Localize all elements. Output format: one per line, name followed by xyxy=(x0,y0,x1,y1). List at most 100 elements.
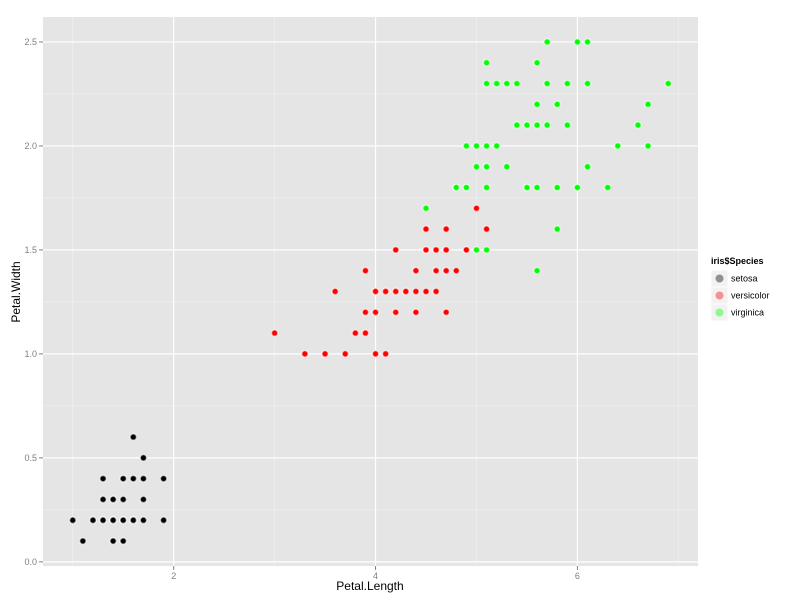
data-point-virginica xyxy=(492,79,501,88)
minor-gridlines xyxy=(43,17,698,566)
data-point-setosa xyxy=(109,516,118,525)
data-point-virginica xyxy=(472,141,481,150)
data-point-virginica xyxy=(583,162,592,171)
data-point-virginica xyxy=(553,225,562,234)
data-point-virginica xyxy=(482,183,491,192)
data-point-versicolor xyxy=(361,329,370,338)
data-point-virginica xyxy=(553,183,562,192)
data-point-setosa xyxy=(99,474,108,483)
data-point-virginica xyxy=(573,183,582,192)
data-point-setosa xyxy=(78,537,87,545)
data-point-setosa xyxy=(89,516,97,525)
data-point-versicolor xyxy=(361,308,370,317)
data-point-versicolor xyxy=(391,287,400,296)
y-tick-label: 1.5 xyxy=(24,245,37,255)
legend-key-versicolor xyxy=(715,291,724,300)
data-point-virginica xyxy=(472,245,481,254)
data-point-virginica xyxy=(482,245,491,254)
data-point-setosa xyxy=(109,537,118,545)
data-point-versicolor xyxy=(422,287,430,296)
data-point-virginica xyxy=(533,58,541,67)
x-tick-label: 2 xyxy=(171,571,176,581)
data-point-virginica xyxy=(522,121,531,130)
data-point-virginica xyxy=(482,162,491,171)
data-point-setosa xyxy=(129,474,138,483)
y-axis-ticks: 0.0 0.5 1.0 1.5 2.0 2.5 xyxy=(24,37,43,567)
data-point-versicolor xyxy=(321,349,330,358)
legend-key-bg xyxy=(710,303,729,322)
data-point-virginica xyxy=(543,121,552,130)
data-point-virginica xyxy=(664,79,673,88)
legend: iris$Species setosa versicolor virginica xyxy=(710,256,770,322)
data-point-virginica xyxy=(553,100,562,109)
y-tick-label: 0.0 xyxy=(24,557,37,567)
y-tick-label: 2.5 xyxy=(24,37,37,47)
data-point-versicolor xyxy=(442,266,451,275)
data-point-virginica xyxy=(472,162,481,171)
data-point-setosa xyxy=(119,474,128,483)
data-point-setosa xyxy=(139,495,148,504)
data-point-virginica xyxy=(482,79,491,88)
data-point-versicolor xyxy=(381,349,390,358)
data-point-versicolor xyxy=(331,287,340,296)
data-point-versicolor xyxy=(452,266,461,275)
data-point-versicolor xyxy=(462,245,471,254)
data-point-setosa xyxy=(159,474,168,483)
data-point-versicolor xyxy=(442,225,451,234)
data-point-versicolor xyxy=(432,266,441,275)
data-point-virginica xyxy=(543,79,552,88)
data-point-virginica xyxy=(543,38,552,46)
data-point-virginica xyxy=(583,38,592,46)
data-point-virginica xyxy=(482,58,491,67)
data-point-versicolor xyxy=(381,287,390,296)
x-tick-label: 6 xyxy=(575,571,580,581)
data-point-versicolor xyxy=(391,308,400,317)
data-point-virginica xyxy=(492,141,501,150)
data-point-versicolor xyxy=(401,287,410,296)
y-tick-label: 2.0 xyxy=(24,141,37,151)
data-point-virginica xyxy=(533,266,541,275)
legend-label-setosa: setosa xyxy=(731,274,758,284)
data-point-virginica xyxy=(603,183,612,192)
data-point-versicolor xyxy=(351,329,360,338)
data-point-virginica xyxy=(533,183,541,192)
data-point-setosa xyxy=(129,433,138,442)
data-point-versicolor xyxy=(422,245,430,254)
legend-label-versicolor: versicolor xyxy=(731,291,770,301)
data-point-versicolor xyxy=(422,225,430,234)
x-axis-title: Petal.Length xyxy=(336,579,403,593)
data-point-virginica xyxy=(462,141,471,150)
data-point-setosa xyxy=(119,495,128,504)
data-points xyxy=(68,38,673,545)
data-point-virginica xyxy=(452,183,461,192)
legend-key-setosa xyxy=(715,274,724,283)
data-point-versicolor xyxy=(391,245,400,254)
data-point-virginica xyxy=(633,121,642,130)
data-point-versicolor xyxy=(482,225,491,234)
data-point-versicolor xyxy=(371,308,380,317)
data-point-setosa xyxy=(99,516,108,525)
legend-key-virginica xyxy=(715,308,724,317)
data-point-virginica xyxy=(583,79,592,88)
data-point-setosa xyxy=(129,516,138,525)
data-point-virginica xyxy=(563,79,572,88)
y-axis-title: Petal.Width xyxy=(9,261,23,322)
major-gridlines xyxy=(43,17,698,566)
data-point-versicolor xyxy=(371,287,380,296)
data-point-setosa xyxy=(139,474,148,483)
data-point-virginica xyxy=(533,100,541,109)
legend-label-virginica: virginica xyxy=(731,308,764,318)
data-point-virginica xyxy=(502,79,511,88)
data-point-virginica xyxy=(533,121,541,130)
data-point-versicolor xyxy=(411,287,420,296)
data-point-virginica xyxy=(502,162,511,171)
data-point-setosa xyxy=(109,495,118,504)
data-point-setosa xyxy=(68,516,77,525)
data-point-virginica xyxy=(563,121,572,130)
data-point-setosa xyxy=(139,516,148,525)
data-point-virginica xyxy=(613,141,622,150)
data-point-versicolor xyxy=(411,308,420,317)
data-point-versicolor xyxy=(432,287,441,296)
data-point-virginica xyxy=(462,183,471,192)
